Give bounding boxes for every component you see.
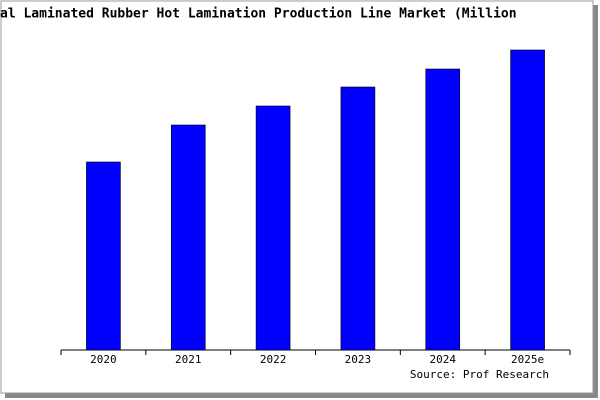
- chart-title: al Laminated Rubber Hot Lamination Produ…: [0, 7, 517, 22]
- plot-area: [61, 48, 570, 350]
- bar: [425, 68, 461, 351]
- bar: [340, 86, 376, 351]
- bar: [86, 161, 121, 351]
- bar: [170, 124, 206, 351]
- x-tick-label: 2020: [90, 353, 117, 366]
- source: Source: Prof Research: [410, 368, 549, 381]
- bar: [255, 105, 291, 351]
- x-tick-label: 2023: [345, 353, 372, 366]
- bar: [510, 49, 545, 351]
- x-tick-label: 2025e: [511, 353, 544, 366]
- x-tick-label: 2024: [430, 353, 457, 366]
- x-tick-label: 2021: [175, 353, 202, 366]
- x-tick-label: 2022: [260, 353, 287, 366]
